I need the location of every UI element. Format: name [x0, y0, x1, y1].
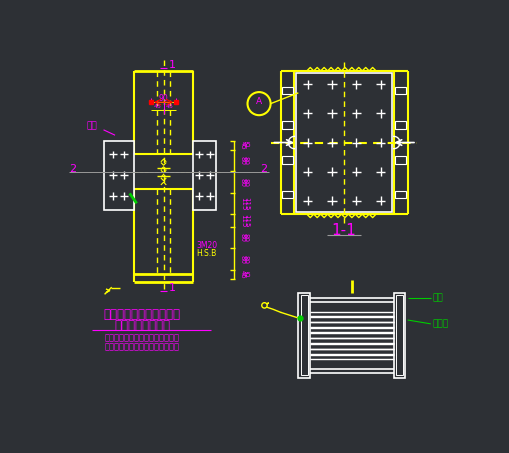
Bar — [281, 121, 292, 129]
Text: 接，腹板采用摩擦型高强螺栓连接: 接，腹板采用摩擦型高强螺栓连接 — [104, 342, 179, 352]
Text: 45: 45 — [165, 104, 174, 109]
Text: 115: 115 — [239, 197, 245, 210]
Text: 及耳板的设置构造: 及耳板的设置构造 — [114, 319, 169, 332]
Text: 80: 80 — [239, 255, 245, 264]
Text: 45: 45 — [242, 272, 251, 278]
Text: 耳板: 耳板 — [87, 121, 97, 130]
Text: 1: 1 — [169, 60, 176, 70]
Text: 80: 80 — [242, 156, 248, 165]
Bar — [281, 87, 292, 94]
Text: 90: 90 — [158, 94, 168, 103]
Bar — [393, 293, 405, 378]
Bar — [192, 140, 215, 210]
Text: H.S.B: H.S.B — [196, 249, 216, 257]
Text: 80: 80 — [239, 156, 245, 165]
Text: 80: 80 — [239, 178, 245, 187]
Bar — [281, 156, 292, 164]
Text: 80: 80 — [242, 233, 248, 242]
Text: 80: 80 — [242, 255, 248, 264]
Text: 45: 45 — [239, 270, 245, 279]
Text: A: A — [256, 97, 262, 106]
Text: 115: 115 — [242, 214, 248, 227]
Circle shape — [247, 92, 270, 115]
Text: 45: 45 — [153, 104, 161, 109]
Text: 80: 80 — [239, 233, 245, 242]
Text: 3M20: 3M20 — [196, 241, 217, 250]
Text: 45: 45 — [242, 142, 251, 148]
Text: 2: 2 — [260, 164, 267, 173]
Bar — [103, 140, 134, 210]
Text: 1-1: 1-1 — [331, 223, 356, 238]
Bar — [394, 87, 405, 94]
Text: 翼缘采用全熔透的坡口对接焊缝连: 翼缘采用全熔透的坡口对接焊缝连 — [104, 333, 179, 342]
Text: 115: 115 — [239, 214, 245, 227]
Text: 45: 45 — [239, 141, 245, 149]
Bar — [281, 191, 292, 198]
Bar — [300, 295, 307, 376]
Bar — [394, 156, 405, 164]
Text: 115: 115 — [242, 197, 248, 210]
Text: 2: 2 — [69, 164, 76, 173]
Text: 80: 80 — [242, 178, 248, 187]
Bar — [298, 293, 309, 378]
Text: 工字形截面柱的工地拼接: 工字形截面柱的工地拼接 — [103, 308, 180, 321]
Circle shape — [261, 303, 267, 308]
Text: 1: 1 — [169, 283, 176, 293]
Bar — [394, 191, 405, 198]
Bar — [295, 73, 391, 212]
Text: 连接板: 连接板 — [432, 319, 447, 328]
Bar — [394, 121, 405, 129]
Bar — [395, 295, 402, 376]
Text: 耳板: 耳板 — [432, 293, 442, 302]
